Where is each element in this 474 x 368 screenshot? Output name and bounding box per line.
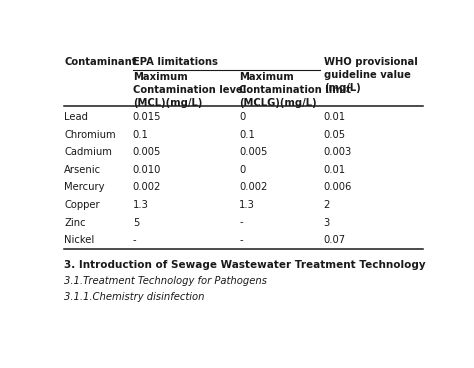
- Text: WHO provisional
guideline value
(mg/L): WHO provisional guideline value (mg/L): [324, 57, 418, 92]
- Text: Maximum
Contamination level
(MCL)(mg/L): Maximum Contamination level (MCL)(mg/L): [133, 72, 246, 108]
- Text: 0.01: 0.01: [324, 112, 346, 122]
- Text: 0.002: 0.002: [133, 183, 161, 192]
- Text: Nickel: Nickel: [64, 235, 94, 245]
- Text: 0.005: 0.005: [239, 147, 268, 157]
- Text: 0: 0: [239, 112, 246, 122]
- Text: 1.3: 1.3: [239, 200, 255, 210]
- Text: Maximum
Contamination limit
(MCLG)(mg/L): Maximum Contamination limit (MCLG)(mg/L): [239, 72, 351, 108]
- Text: 0.010: 0.010: [133, 165, 161, 175]
- Text: 0.07: 0.07: [324, 235, 346, 245]
- Text: 0.1: 0.1: [133, 130, 148, 140]
- Text: 2: 2: [324, 200, 330, 210]
- Text: Zinc: Zinc: [64, 217, 86, 227]
- Text: 0.1: 0.1: [239, 130, 255, 140]
- Text: Contaminant: Contaminant: [64, 57, 137, 67]
- Text: 3. Introduction of Sewage Wastewater Treatment Technology: 3. Introduction of Sewage Wastewater Tre…: [64, 259, 426, 269]
- Text: Arsenic: Arsenic: [64, 165, 101, 175]
- Text: Chromium: Chromium: [64, 130, 116, 140]
- Text: 3.1.Treatment Technology for Pathogens: 3.1.Treatment Technology for Pathogens: [64, 276, 267, 286]
- Text: -: -: [239, 235, 243, 245]
- Text: 0.015: 0.015: [133, 112, 161, 122]
- Text: Cadmium: Cadmium: [64, 147, 112, 157]
- Text: 1.3: 1.3: [133, 200, 148, 210]
- Text: -: -: [133, 235, 137, 245]
- Text: 3: 3: [324, 217, 330, 227]
- Text: 0.05: 0.05: [324, 130, 346, 140]
- Text: 0.005: 0.005: [133, 147, 161, 157]
- Text: 0.002: 0.002: [239, 183, 268, 192]
- Text: 5: 5: [133, 217, 139, 227]
- Text: 0: 0: [239, 165, 246, 175]
- Text: Lead: Lead: [64, 112, 88, 122]
- Text: Mercury: Mercury: [64, 183, 105, 192]
- Text: 3.1.1.Chemistry disinfection: 3.1.1.Chemistry disinfection: [64, 293, 204, 302]
- Text: Copper: Copper: [64, 200, 100, 210]
- Text: 0.003: 0.003: [324, 147, 352, 157]
- Text: 0.01: 0.01: [324, 165, 346, 175]
- Text: -: -: [239, 217, 243, 227]
- Text: 0.006: 0.006: [324, 183, 352, 192]
- Text: EPA limitations: EPA limitations: [133, 57, 218, 67]
